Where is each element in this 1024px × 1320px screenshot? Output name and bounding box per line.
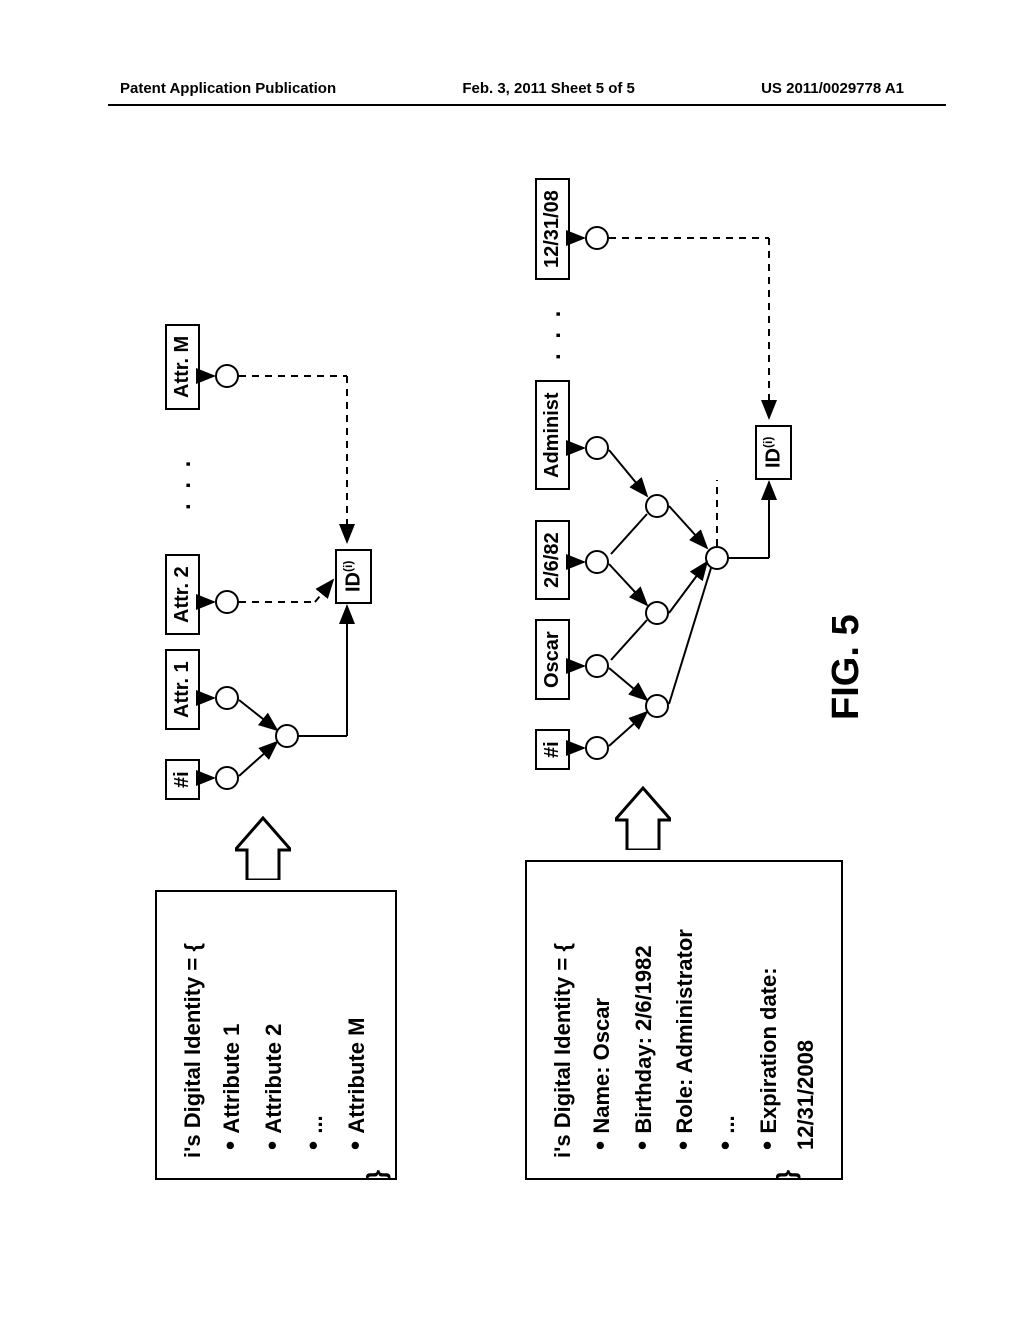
concrete-dots-top: . . .: [539, 307, 567, 360]
generic-attr-2: Attribute 2: [252, 912, 294, 1150]
concrete-attr-role: Role: Administrator: [663, 882, 705, 1150]
concrete-circle-mfinal: [705, 546, 729, 570]
maps-to-arrow-concrete: [615, 786, 671, 850]
concrete-identity-title: i's Digital Identity = {: [545, 882, 580, 1158]
generic-node-a1: Attr. 1: [165, 649, 200, 730]
generic-dots-top: . . .: [169, 457, 197, 510]
figure-area: i's Digital Identity = { Attribute 1 Att…: [135, 160, 885, 1180]
concrete-attr-expiry: Expiration date: 12/31/2008: [747, 882, 824, 1150]
concrete-circle-m2: [645, 601, 669, 625]
generic-node-id: ID(i): [335, 549, 372, 604]
concrete-identity-box: i's Digital Identity = { Name: Oscar Bir…: [525, 860, 843, 1180]
concrete-node-id: ID(i): [755, 425, 792, 480]
generic-attr-ellipsis: ...: [293, 912, 335, 1150]
concrete-circle-birthday: [585, 550, 609, 574]
concrete-node-expiry: 12/31/08: [535, 178, 570, 280]
rotated-canvas: i's Digital Identity = { Attribute 1 Att…: [135, 160, 885, 1180]
concrete-circle-m3: [645, 494, 669, 518]
maps-to-arrow-generic: [235, 816, 291, 880]
generic-identity-title: i's Digital Identity = {: [175, 912, 210, 1158]
header-rule: [108, 104, 946, 106]
concrete-node-name: Oscar: [535, 619, 570, 700]
generic-node-a2: Attr. 2: [165, 554, 200, 635]
header-center: Feb. 3, 2011 Sheet 5 of 5: [462, 80, 635, 97]
concrete-attr-birthday: Birthday: 2/6/1982: [622, 882, 664, 1150]
page-header: Patent Application Publication Feb. 3, 2…: [0, 80, 1024, 97]
concrete-brace-close: }: [771, 1170, 802, 1180]
generic-circle-am: [215, 364, 239, 388]
header-left: Patent Application Publication: [120, 80, 336, 97]
concrete-circle-name: [585, 654, 609, 678]
generic-attr-m: Attribute M: [335, 912, 377, 1150]
generic-node-idx: #i: [165, 759, 200, 800]
generic-node-am: Attr. M: [165, 324, 200, 410]
generic-circle-a2: [215, 590, 239, 614]
concrete-attr-ellipsis: ...: [705, 882, 747, 1150]
concrete-attr-name: Name: Oscar: [580, 882, 622, 1150]
concrete-circle-role: [585, 436, 609, 460]
concrete-node-role: Administ: [535, 380, 570, 490]
generic-circle-a1: [215, 686, 239, 710]
generic-identity-box: i's Digital Identity = { Attribute 1 Att…: [155, 890, 397, 1180]
generic-circle-idx: [215, 766, 239, 790]
generic-circle-merge: [275, 724, 299, 748]
concrete-node-idx: #i: [535, 729, 570, 770]
generic-attr-1: Attribute 1: [210, 912, 252, 1150]
generic-brace-close: }: [361, 1170, 392, 1180]
header-right: US 2011/0029778 A1: [761, 80, 904, 97]
figure-caption: FIG. 5: [825, 614, 868, 720]
concrete-circle-idx: [585, 736, 609, 760]
concrete-circle-expiry: [585, 226, 609, 250]
concrete-node-birthday: 2/6/82: [535, 520, 570, 600]
concrete-circle-m1: [645, 694, 669, 718]
